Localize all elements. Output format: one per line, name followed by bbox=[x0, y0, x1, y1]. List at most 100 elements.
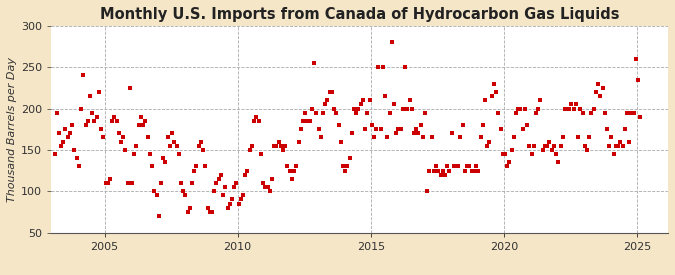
Point bbox=[630, 57, 641, 61]
Point bbox=[371, 127, 381, 131]
Point bbox=[575, 106, 586, 111]
Point bbox=[53, 131, 64, 136]
Point bbox=[517, 127, 528, 131]
Point bbox=[91, 115, 102, 119]
Point bbox=[513, 106, 524, 111]
Point bbox=[342, 164, 353, 169]
Point bbox=[153, 214, 164, 218]
Point bbox=[604, 144, 615, 148]
Point bbox=[189, 168, 200, 173]
Point bbox=[167, 131, 178, 136]
Point bbox=[548, 144, 559, 148]
Point bbox=[140, 119, 151, 123]
Point bbox=[293, 139, 304, 144]
Point bbox=[69, 148, 80, 152]
Point bbox=[415, 123, 426, 127]
Point bbox=[591, 90, 601, 94]
Point bbox=[142, 135, 153, 140]
Point bbox=[606, 135, 617, 140]
Point bbox=[367, 123, 377, 127]
Point bbox=[124, 86, 135, 90]
Point bbox=[433, 168, 443, 173]
Point bbox=[236, 197, 246, 202]
Point bbox=[335, 139, 346, 144]
Point bbox=[127, 181, 138, 185]
Point bbox=[431, 164, 441, 169]
Point bbox=[511, 111, 522, 115]
Point bbox=[529, 144, 539, 148]
Point bbox=[249, 119, 260, 123]
Point bbox=[269, 144, 279, 148]
Point bbox=[584, 135, 595, 140]
Point bbox=[308, 61, 319, 65]
Point bbox=[427, 135, 437, 140]
Point bbox=[353, 106, 364, 111]
Point bbox=[555, 144, 566, 148]
Point bbox=[515, 106, 526, 111]
Point bbox=[109, 115, 119, 119]
Point bbox=[562, 106, 572, 111]
Point bbox=[355, 102, 366, 107]
Point bbox=[573, 135, 584, 140]
Point bbox=[211, 181, 222, 185]
Point bbox=[453, 164, 464, 169]
Point bbox=[435, 172, 446, 177]
Point bbox=[80, 123, 91, 127]
Point bbox=[258, 181, 269, 185]
Point bbox=[84, 94, 95, 98]
Point bbox=[338, 164, 348, 169]
Point bbox=[632, 78, 643, 82]
Point bbox=[444, 168, 455, 173]
Point bbox=[495, 127, 506, 131]
Point bbox=[382, 135, 393, 140]
Point bbox=[313, 127, 324, 131]
Point bbox=[222, 205, 233, 210]
Point bbox=[570, 102, 581, 107]
Point bbox=[55, 144, 66, 148]
Point bbox=[89, 119, 100, 123]
Point bbox=[200, 164, 211, 169]
Point bbox=[340, 168, 350, 173]
Point bbox=[344, 156, 355, 160]
Point bbox=[491, 90, 502, 94]
Point bbox=[149, 189, 160, 193]
Point bbox=[406, 106, 417, 111]
Point bbox=[103, 181, 113, 185]
Point bbox=[151, 193, 162, 197]
Point bbox=[599, 111, 610, 115]
Point bbox=[484, 139, 495, 144]
Point bbox=[246, 144, 257, 148]
Point bbox=[346, 131, 357, 136]
Point bbox=[51, 111, 62, 115]
Point bbox=[202, 205, 213, 210]
Point bbox=[311, 111, 322, 115]
Point bbox=[608, 152, 619, 156]
Point bbox=[497, 152, 508, 156]
Point bbox=[351, 111, 362, 115]
Point bbox=[178, 189, 188, 193]
Point bbox=[473, 168, 484, 173]
Point bbox=[386, 40, 397, 45]
Point bbox=[411, 127, 422, 131]
Point bbox=[156, 181, 167, 185]
Point bbox=[437, 168, 448, 173]
Point bbox=[165, 144, 176, 148]
Point bbox=[500, 152, 510, 156]
Point bbox=[93, 90, 104, 94]
Point bbox=[260, 185, 271, 189]
Point bbox=[82, 119, 93, 123]
Point bbox=[429, 168, 439, 173]
Point bbox=[582, 148, 593, 152]
Point bbox=[58, 139, 69, 144]
Point bbox=[304, 119, 315, 123]
Point bbox=[187, 181, 198, 185]
Point bbox=[286, 177, 297, 181]
Y-axis label: Thousand Barrels per Day: Thousand Barrels per Day bbox=[7, 57, 17, 202]
Point bbox=[466, 168, 477, 173]
Point bbox=[617, 144, 628, 148]
Point bbox=[138, 123, 148, 127]
Point bbox=[320, 102, 331, 107]
Point bbox=[393, 127, 404, 131]
Point bbox=[586, 111, 597, 115]
Point bbox=[504, 160, 515, 164]
